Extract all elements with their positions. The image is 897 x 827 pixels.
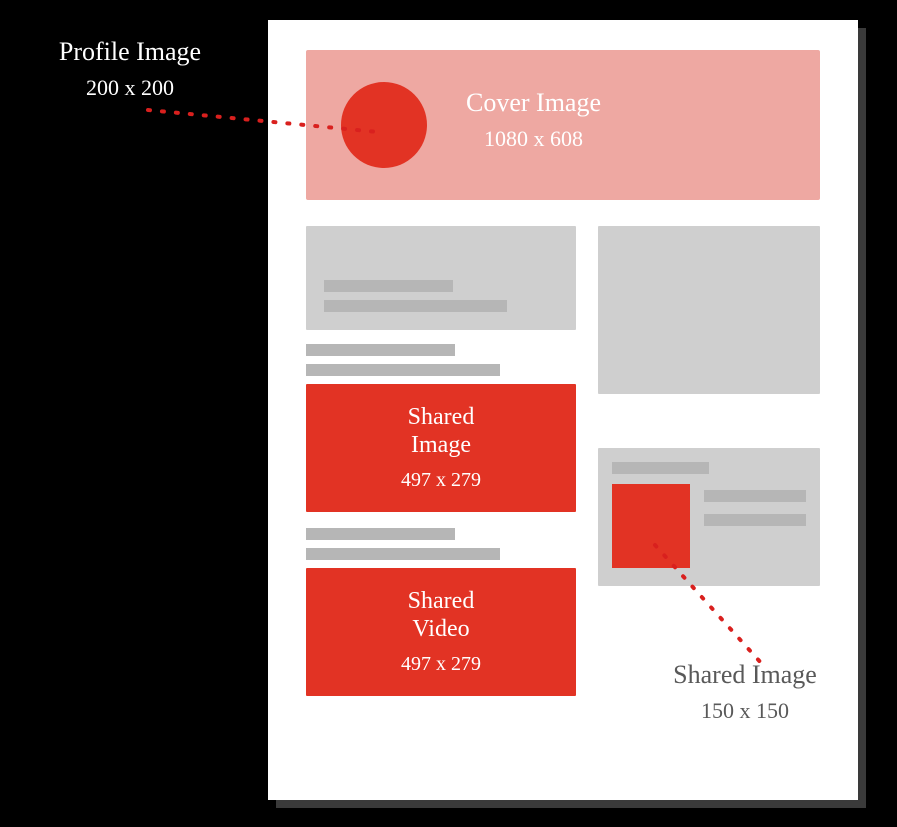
shared-video-line2: Video — [412, 616, 469, 642]
placeholder-box — [598, 226, 820, 394]
placeholder-bar — [306, 364, 500, 376]
placeholder-bar-group — [306, 344, 576, 376]
placeholder-bar — [306, 344, 455, 356]
cover-dims: 1080 x 608 — [466, 126, 601, 152]
placeholder-bar — [306, 548, 500, 560]
shared-image-title: Shared Image — [408, 404, 475, 459]
column-right — [598, 226, 820, 696]
mini-thumb — [612, 484, 690, 568]
annotation-profile-dims: 200 x 200 — [0, 75, 260, 101]
shared-video-tile: Shared Video 497 x 279 — [306, 568, 576, 696]
cover-image-region: Cover Image 1080 x 608 — [306, 50, 820, 200]
annotation-shared-small-title: Shared Image — [620, 660, 870, 690]
annotation-profile-image: Profile Image 200 x 200 — [0, 35, 260, 101]
placeholder-bar — [324, 280, 453, 292]
shared-image-line1: Shared — [408, 404, 475, 430]
placeholder-bar — [704, 514, 806, 526]
cover-text: Cover Image 1080 x 608 — [466, 88, 601, 152]
shared-video-line1: Shared — [408, 588, 475, 614]
annotation-profile-title: Profile Image — [0, 35, 260, 69]
shared-image-tile: Shared Image 497 x 279 — [306, 384, 576, 512]
placeholder-bar — [704, 490, 806, 502]
shared-image-line2: Image — [411, 432, 471, 458]
placeholder-bar — [324, 300, 507, 312]
mini-lines — [704, 484, 806, 568]
mini-card — [598, 448, 820, 586]
profile-image-dot — [341, 82, 427, 168]
shared-video-dims: 497 x 279 — [401, 653, 481, 676]
annotation-shared-small-dims: 150 x 150 — [620, 698, 870, 724]
annotation-shared-small: Shared Image 150 x 150 — [620, 660, 870, 724]
shared-image-dims: 497 x 279 — [401, 469, 481, 492]
placeholder-bar-group — [306, 528, 576, 560]
column-left: Shared Image 497 x 279 Shared Video — [306, 226, 576, 696]
placeholder-bar — [306, 528, 455, 540]
cover-title: Cover Image — [466, 88, 601, 118]
shared-video-title: Shared Video — [408, 588, 475, 643]
placeholder-box — [306, 226, 576, 330]
placeholder-bar — [612, 462, 709, 474]
content-columns: Shared Image 497 x 279 Shared Video — [306, 226, 820, 696]
